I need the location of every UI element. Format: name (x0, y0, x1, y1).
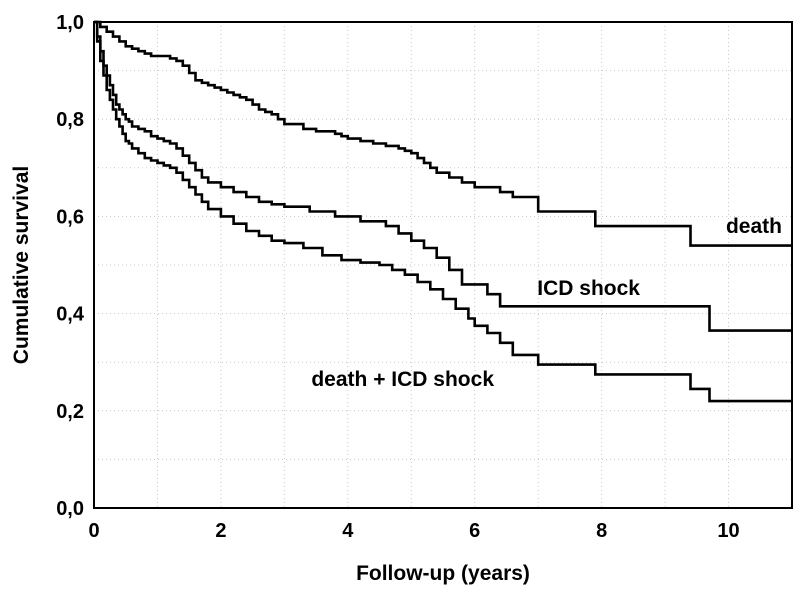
series-line-icd-shock (94, 20, 792, 332)
series-label-icd-shock: ICD shock (537, 277, 640, 300)
x-axis-tick-labels: 0 2 4 6 8 10 (88, 520, 739, 542)
x-tick-label: 2 (215, 520, 226, 542)
y-tick-label: 0,6 (56, 206, 84, 228)
series-line-death-icd-shock (94, 20, 792, 403)
x-tick-label: 10 (717, 520, 739, 542)
x-tick-label: 8 (596, 520, 607, 542)
grid-lines (94, 22, 792, 508)
y-axis-tick-labels: 0,0 0,2 0,4 0,6 0,8 1,0 (56, 12, 85, 520)
y-tick-label: 0,0 (56, 498, 84, 520)
series-lines (94, 20, 792, 403)
plot-area-frame (93, 21, 793, 509)
x-axis-title: Follow-up (years) (356, 562, 530, 585)
x-tick-label: 4 (342, 520, 354, 542)
y-axis-title: Cumulative survival (10, 166, 33, 364)
series-label-death-plus-icd-shock: death + ICD shock (311, 368, 494, 391)
y-tick-label: 0,2 (56, 401, 84, 423)
y-tick-label: 0,8 (56, 109, 84, 131)
y-tick-label: 1,0 (56, 12, 84, 34)
y-tick-label: 0,4 (56, 304, 85, 326)
x-tick-label: 6 (469, 520, 480, 542)
series-label-death: death (726, 215, 782, 238)
x-tick-label: 0 (88, 520, 99, 542)
series-line-death (94, 20, 792, 247)
